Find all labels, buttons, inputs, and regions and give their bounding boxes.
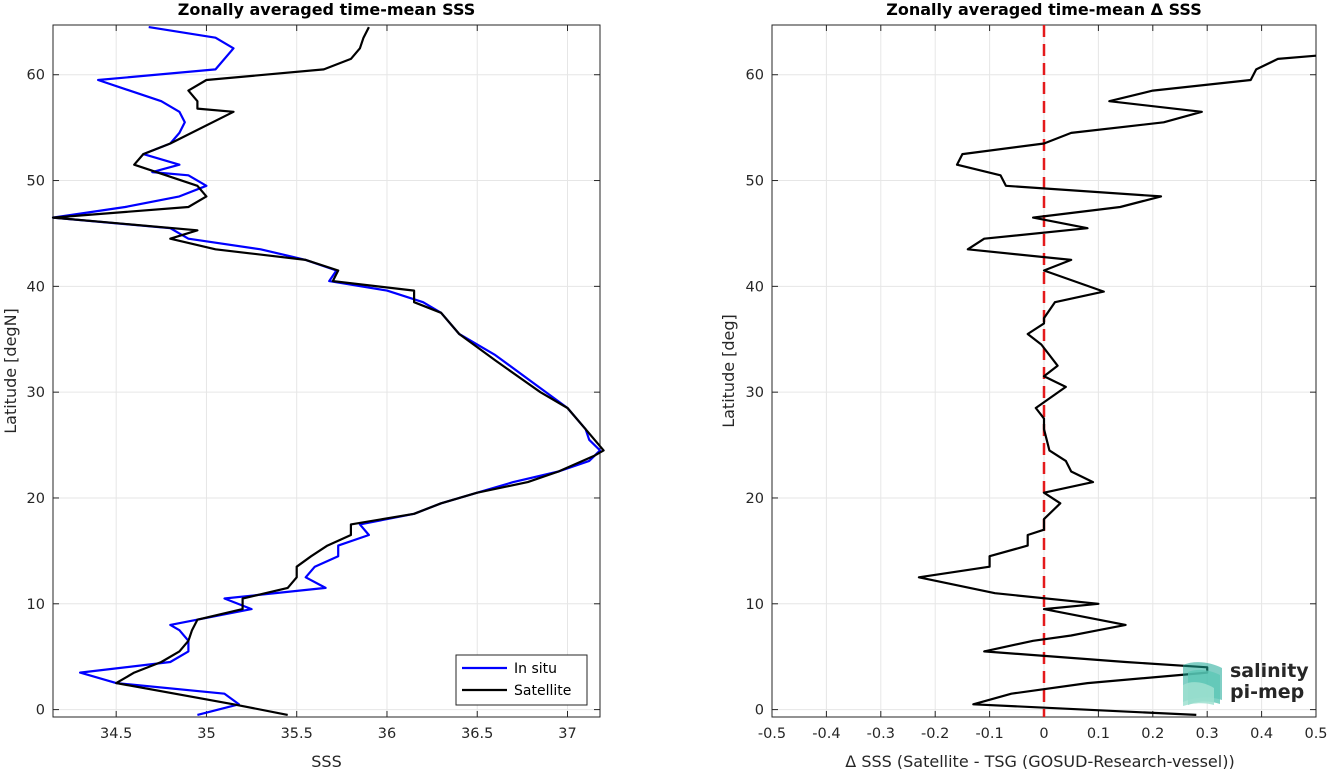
sss-x-axis-label: SSS <box>311 752 341 769</box>
sss-x-tick-label: 36 <box>378 726 396 742</box>
delta-sss-y-tick-label: 10 <box>746 597 764 613</box>
sss-x-tick-label: 35 <box>197 726 215 742</box>
sss-y-tick-label: 50 <box>27 174 45 190</box>
delta-sss-x-tick-label: 0.5 <box>1304 726 1327 742</box>
sss-y-tick-label: 0 <box>36 703 45 719</box>
sss-y-tick-label: 40 <box>27 279 45 295</box>
sss-panel: 34.5 35 35.5 36 36.5 37 0 10 20 30 40 50 60 Zonally … <box>1 0 605 769</box>
sss-x-tick-label: 35.5 <box>281 726 313 742</box>
delta-sss-x-tick-label: 0.1 <box>1087 726 1110 742</box>
sss-axes-box <box>52 24 601 718</box>
sss-y-tick-label: 20 <box>27 491 45 507</box>
logo-text-salinity: salinity <box>1230 660 1309 682</box>
delta-sss-y-tick-label: 30 <box>746 385 764 401</box>
sss-y-tick-label: 10 <box>27 597 45 613</box>
logo-text-pi-mep: pi-mep <box>1230 681 1304 703</box>
delta-sss-x-tick-label: -0.5 <box>758 726 786 742</box>
delta-sss-y-tick-label: 0 <box>755 703 764 719</box>
delta-sss-y-tick-label: 20 <box>746 491 764 507</box>
delta-sss-x-tick-label: -0.3 <box>867 726 895 742</box>
legend: In situ Satellite <box>455 654 588 706</box>
sss-y-axis-label: Latitude [degN] <box>1 308 20 434</box>
sss-series-line-satellite <box>51 26 605 716</box>
logo-wave-icon <box>1183 662 1222 706</box>
salinity-pi-mep-logo: salinity pi-mep <box>1183 660 1309 706</box>
sss-chart-title: Zonally averaged time-mean SSS <box>178 0 476 19</box>
sss-x-tick-label: 37 <box>558 726 576 742</box>
delta-sss-x-axis-label: Δ SSS (Satellite - TSG (GOSUD-Research-v… <box>845 752 1234 769</box>
delta-sss-x-tick-label: 0.3 <box>1196 726 1219 742</box>
legend-label-in-situ: In situ <box>514 661 557 677</box>
delta-sss-x-tick-label: 0.2 <box>1141 726 1164 742</box>
sss-y-tick-label: 30 <box>27 385 45 401</box>
sss-series <box>51 26 605 716</box>
delta-sss-y-tick-label: 40 <box>746 279 764 295</box>
delta-sss-x-tick-label: -0.1 <box>975 726 1003 742</box>
delta-sss-y-axis-label: Latitude [deg] <box>719 314 738 428</box>
legend-box <box>455 654 588 706</box>
delta-sss-series <box>917 25 1317 717</box>
delta-sss-chart-title: Zonally averaged time-mean Δ SSS <box>886 0 1202 19</box>
sss-series-line-in-situ <box>51 26 602 716</box>
sss-grid <box>53 25 600 717</box>
delta-sss-x-tick-label: -0.4 <box>812 726 840 742</box>
delta-sss-x-tick-label: -0.2 <box>921 726 949 742</box>
delta-sss-y-tick-label: 50 <box>746 174 764 190</box>
delta-sss-ticks: -0.5 -0.4 -0.3 -0.2 -0.1 0 0.1 0.2 0.3 0.4 0.5 0 10 2… <box>746 25 1328 742</box>
legend-label-satellite: Satellite <box>514 683 571 699</box>
delta-sss-panel: -0.5 -0.4 -0.3 -0.2 -0.1 0 0.1 0.2 0.3 0.4 0.5 0 10 2… <box>719 0 1328 769</box>
sss-x-tick-label: 34.5 <box>100 726 132 742</box>
delta-sss-x-tick-label: 0 <box>1039 726 1048 742</box>
sss-y-tick-label: 60 <box>27 68 45 84</box>
delta-sss-x-tick-label: 0.4 <box>1250 726 1273 742</box>
sss-ticks: 34.5 35 35.5 36 36.5 37 0 10 20 30 40 50 60 <box>27 25 600 742</box>
sss-x-tick-label: 36.5 <box>461 726 493 742</box>
delta-sss-series-line-delta <box>917 54 1317 716</box>
delta-sss-y-tick-label: 60 <box>746 68 764 84</box>
